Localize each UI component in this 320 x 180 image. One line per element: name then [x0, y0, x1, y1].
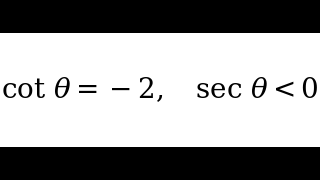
- FancyBboxPatch shape: [0, 0, 320, 33]
- Text: $\cot\, \theta = -2, \quad \sec\, \theta < 0$: $\cot\, \theta = -2, \quad \sec\, \theta…: [1, 76, 319, 104]
- FancyBboxPatch shape: [0, 147, 320, 180]
